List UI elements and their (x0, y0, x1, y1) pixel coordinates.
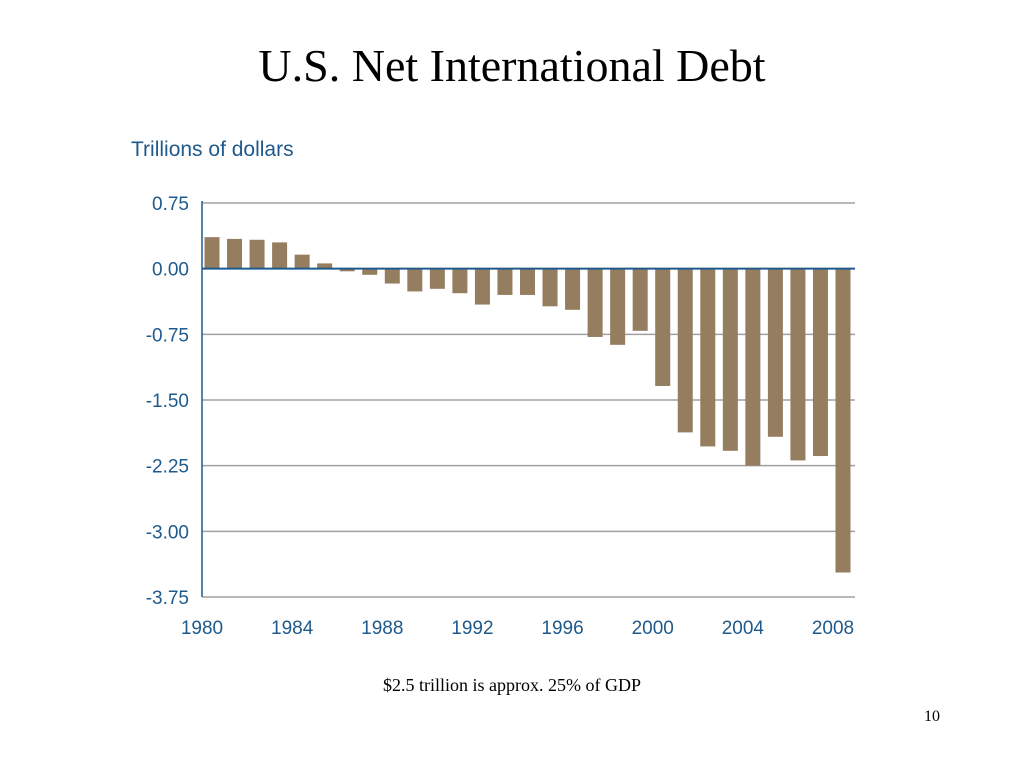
bar-1984 (294, 254, 310, 269)
bar-1983 (272, 242, 288, 269)
bar-1997 (587, 268, 603, 337)
y-tick-label: -3.00 (146, 522, 189, 543)
page-number: 10 (924, 708, 940, 725)
bar-1990 (429, 268, 445, 289)
y-tick-label: -0.75 (146, 325, 189, 346)
bar-1987 (362, 268, 378, 275)
bar-1982 (249, 239, 265, 269)
bars (204, 237, 851, 573)
x-tick-label: 1996 (541, 618, 583, 639)
caption: $2.5 trillion is approx. 25% of GDP (383, 675, 641, 695)
x-tick-label: 2000 (632, 618, 674, 639)
bar-2004 (745, 268, 761, 466)
x-tick-label: 2008 (812, 618, 854, 639)
bar-2001 (677, 268, 693, 433)
y-tick-labels: 0.75 0.00 -0.75 -1.50 -2.25 -3.00 -3.75 (146, 194, 189, 609)
bar-1994 (520, 268, 535, 295)
bar-2000 (655, 268, 671, 386)
bar-1998 (610, 268, 626, 345)
x-tick-label: 1992 (451, 618, 493, 639)
slide-title: U.S. Net International Debt (258, 40, 766, 91)
x-tick-label: 2004 (722, 618, 765, 639)
bar-1985 (317, 263, 333, 269)
bar-1999 (632, 268, 648, 331)
bar-1992 (474, 268, 490, 305)
bar-2006 (790, 268, 806, 461)
bar-1996 (565, 268, 581, 310)
y-tick-label: -2.25 (146, 457, 189, 478)
gridlines (202, 202, 855, 598)
bar-1986 (339, 268, 355, 272)
y-axis-label: Trillions of dollars (131, 138, 294, 161)
x-tick-label: 1980 (181, 618, 223, 639)
bar-2008 (835, 268, 851, 573)
bar-2007 (812, 268, 828, 457)
bar-1980 (204, 237, 220, 269)
y-tick-label: 0.75 (152, 194, 189, 215)
bar-1993 (497, 268, 513, 295)
bar-1981 (227, 238, 243, 269)
x-tick-label: 1988 (361, 618, 403, 639)
bar-1991 (452, 268, 468, 294)
axes (201, 201, 855, 597)
bar-2005 (767, 268, 783, 437)
x-tick-labels: 1980 1984 1988 1992 1996 2000 2004 2008 (181, 618, 854, 639)
bar-2003 (722, 268, 738, 451)
y-tick-label: -1.50 (146, 391, 189, 412)
x-tick-label: 1984 (271, 618, 314, 639)
bar-2002 (700, 268, 716, 447)
y-tick-label: -3.75 (146, 588, 189, 609)
y-tick-label: 0.00 (152, 260, 189, 281)
bar-1995 (542, 268, 558, 307)
bar-1988 (384, 268, 400, 284)
bar-1989 (407, 268, 423, 292)
